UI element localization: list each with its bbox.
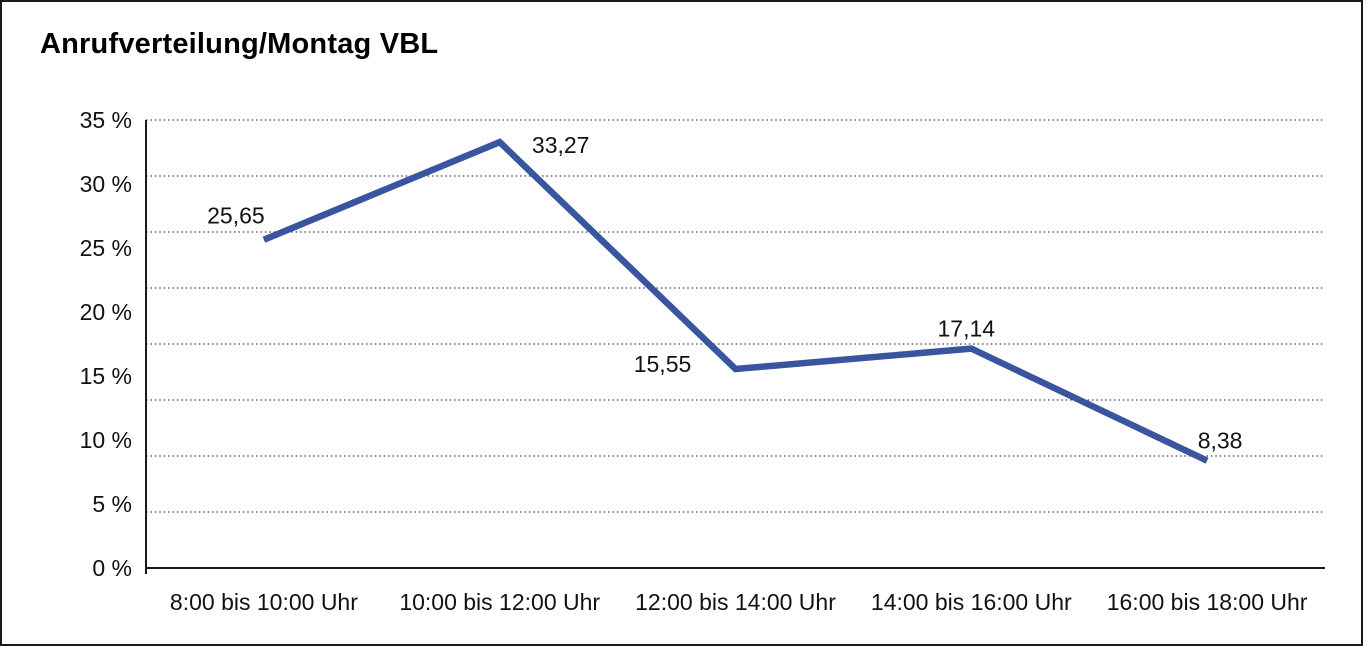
data-point-label: 25,65: [207, 203, 265, 229]
data-point-label: 8,38: [1198, 428, 1243, 454]
x-tick-label: 10:00 bis 12:00 Uhr: [399, 589, 600, 615]
y-tick-label: 10 %: [80, 427, 132, 453]
y-tick-label: 20 %: [80, 299, 132, 325]
y-tick-label: 15 %: [80, 363, 132, 389]
x-tick-label: 14:00 bis 16:00 Uhr: [871, 589, 1072, 615]
y-tick-label: 30 %: [80, 171, 132, 197]
data-point-label: 17,14: [938, 316, 996, 342]
chart-title: Anrufverteilung/Montag VBL: [40, 28, 439, 60]
x-tick-label: 16:00 bis 18:00 Uhr: [1107, 589, 1308, 615]
x-tick-label: 8:00 bis 10:00 Uhr: [170, 589, 358, 615]
y-tick-label: 25 %: [80, 235, 132, 261]
x-tick-label: 12:00 bis 14:00 Uhr: [635, 589, 836, 615]
y-tick-label: 5 %: [92, 491, 132, 517]
y-tick-label: 35 %: [80, 107, 132, 133]
data-line: [262, 138, 1209, 464]
data-point-label: 33,27: [532, 132, 590, 158]
data-point-label: 15,55: [634, 351, 692, 377]
y-tick-label: 0 %: [92, 555, 132, 581]
